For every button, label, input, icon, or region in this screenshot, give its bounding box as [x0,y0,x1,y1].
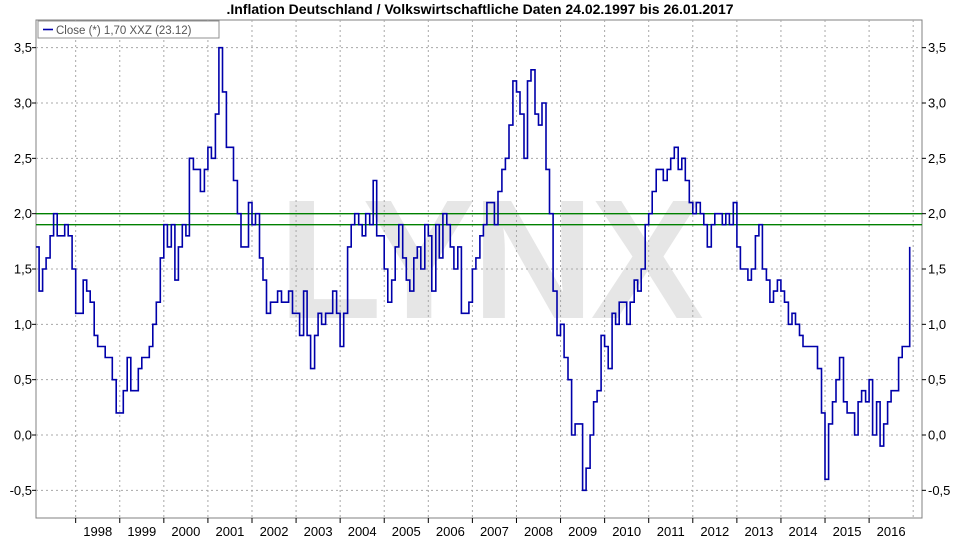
y-tick-label-left: 0,0 [14,428,32,443]
y-tick-label-left: -0,5 [10,483,32,498]
x-tick-label: 2000 [171,524,200,539]
y-tick-label-right: 0,0 [928,428,946,443]
y-tick-label-left: 3,0 [14,96,32,111]
x-tick-label: 2011 [657,524,685,539]
x-tick-label: 2001 [215,524,244,539]
x-tick-label: 2016 [877,524,906,539]
x-tick-label: 2007 [480,524,509,539]
y-tick-label-left: 0,5 [14,372,32,387]
y-tick-label-right: 2,0 [928,206,946,221]
x-tick-label: 2003 [304,524,333,539]
x-tick-label: 2015 [833,524,862,539]
y-tick-label-left: 3,5 [14,40,32,55]
y-tick-label-left: 2,5 [14,151,32,166]
legend-entry: Close (*) 1,70 XXZ (23.12) [56,25,192,37]
watermark-text: LYNX [278,165,702,355]
x-tick-label: 2010 [612,524,641,539]
x-tick-label: 2012 [700,524,729,539]
y-tick-label-right: 1,0 [928,317,946,332]
chart-title: .Inflation Deutschland / Volkswirtschaft… [226,1,734,17]
y-tick-label-left: 1,5 [14,262,32,277]
series-line [36,46,911,492]
y-tick-label-right: 1,5 [928,262,946,277]
x-tick-label: 2004 [348,524,377,539]
y-tick-label-right: 3,0 [928,96,946,111]
x-tick-label: 2013 [744,524,773,539]
x-tick-label: 2006 [436,524,465,539]
x-tick-label: 2014 [789,524,818,539]
y-tick-label-right: 0,5 [928,372,946,387]
y-tick-label-left: 2,0 [14,206,32,221]
x-tick-label: 1999 [127,524,156,539]
x-tick-label: 2005 [392,524,421,539]
x-tick-label: 2002 [260,524,289,539]
y-tick-label-right: -0,5 [928,483,950,498]
y-tick-label-left: 1,0 [14,317,32,332]
legend-box [37,20,220,39]
x-tick-label: 1998 [83,524,112,539]
y-tick-label-right: 3,5 [928,40,946,55]
x-tick-label: 2009 [568,524,597,539]
x-tick-label: 2008 [524,524,553,539]
y-tick-label-right: 2,5 [928,151,946,166]
